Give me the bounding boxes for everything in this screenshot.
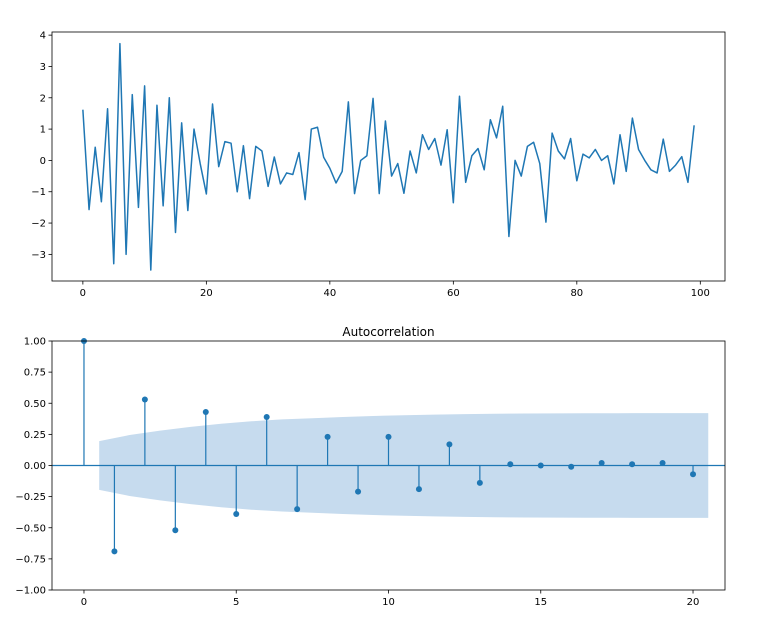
line-plot-panel: 0 20 40 60 80 100 −3 −2 −1 0 1 2 3 4 xyxy=(31,31,726,299)
y-tick-label: −0.75 xyxy=(15,554,46,565)
acf-point xyxy=(629,461,636,468)
y-tick-label: −3 xyxy=(31,250,46,261)
x-tick-label: 5 xyxy=(233,597,239,608)
acf-point xyxy=(233,511,240,518)
y-tick-label: 4 xyxy=(40,31,46,42)
acf-point xyxy=(324,433,331,440)
acf-point xyxy=(111,548,118,555)
y-tick-label: −1 xyxy=(31,187,46,198)
y-tick-label: −1.00 xyxy=(15,586,46,597)
acf-point xyxy=(507,461,514,468)
y-tick-label: 3 xyxy=(40,62,46,73)
acf-point xyxy=(294,506,301,513)
acf-stems xyxy=(80,338,697,555)
acf-point xyxy=(476,479,483,486)
y-tick-label: −0.50 xyxy=(15,523,46,534)
acf-point xyxy=(659,460,666,467)
acf-point xyxy=(263,413,270,420)
y-tick-label: 0 xyxy=(40,156,46,167)
acf-point xyxy=(141,396,148,403)
acf-point xyxy=(355,488,362,495)
acf-point xyxy=(568,463,575,470)
y-tick-label: 0.00 xyxy=(24,461,46,472)
x-tick-label: 0 xyxy=(80,288,86,299)
acf-point xyxy=(598,460,605,467)
acf-plot-panel: Autocorrelation 0 5 10 15 20 −1.00 −0.75 −0.50… xyxy=(15,325,726,608)
y-tick-label: −2 xyxy=(31,219,46,230)
x-tick-label: 60 xyxy=(447,288,460,299)
x-tick-label: 80 xyxy=(570,288,583,299)
y-tick-label: 0.75 xyxy=(24,368,46,379)
series-line xyxy=(82,42,695,271)
x-axis-ticks: 0 5 10 15 20 xyxy=(81,590,700,608)
y-tick-label: −0.25 xyxy=(15,492,46,503)
acf-point xyxy=(202,408,209,415)
y-axis-ticks: −1.00 −0.75 −0.50 −0.25 0.00 0.25 0.50 0.75 1.00 xyxy=(15,337,52,597)
x-tick-label: 40 xyxy=(323,288,336,299)
y-tick-label: 0.25 xyxy=(24,430,46,441)
acf-point xyxy=(537,462,544,469)
x-tick-label: 0 xyxy=(81,597,87,608)
acf-point xyxy=(690,471,697,478)
y-tick-label: 1 xyxy=(40,125,46,136)
acf-point xyxy=(385,433,392,440)
x-tick-label: 20 xyxy=(200,288,213,299)
x-tick-label: 15 xyxy=(534,597,547,608)
y-tick-label: 1.00 xyxy=(24,337,46,348)
x-tick-label: 20 xyxy=(687,597,700,608)
x-tick-label: 100 xyxy=(691,288,710,299)
x-axis-ticks: 0 20 40 60 80 100 xyxy=(80,281,710,299)
y-tick-label: 0.50 xyxy=(24,399,46,410)
line-plot-area xyxy=(51,31,726,282)
acf-point xyxy=(172,527,179,534)
y-tick-label: 2 xyxy=(40,93,46,104)
x-tick-label: 10 xyxy=(382,597,395,608)
acf-point xyxy=(446,441,453,448)
acf-chart-title: Autocorrelation xyxy=(342,325,434,339)
y-axis-ticks: −3 −2 −1 0 1 2 3 4 xyxy=(31,31,52,261)
acf-point xyxy=(415,486,422,493)
